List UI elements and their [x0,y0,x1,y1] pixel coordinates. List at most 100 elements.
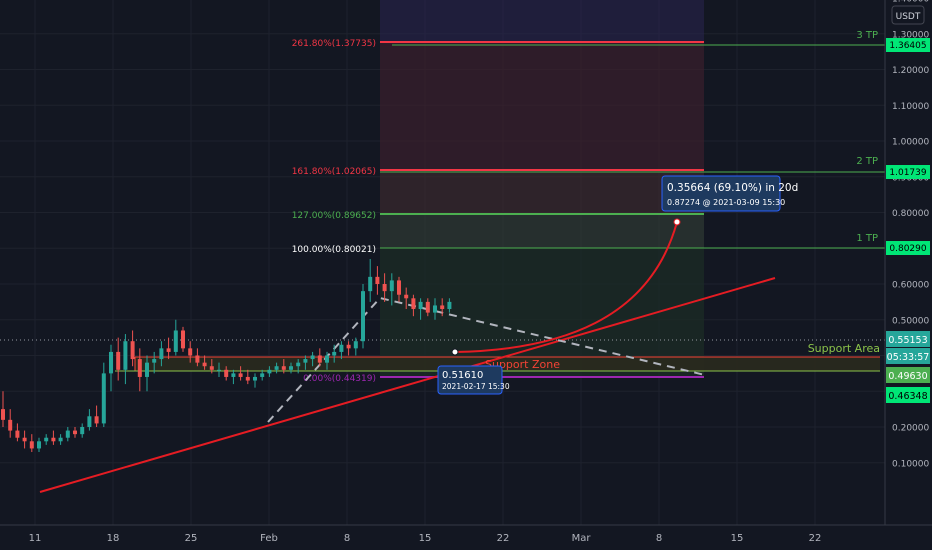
candle-body [137,359,142,377]
price-tick-label: 1.00000 [892,138,929,148]
candles [1,258,452,453]
candle-body [166,348,171,352]
candle-body [353,341,358,349]
support-area-label: Support Area [808,342,880,355]
low-price-tag [886,387,930,403]
candle-body [116,351,121,370]
start-tooltip-box [437,365,503,395]
candle-body [361,291,365,342]
time-tick-label: Mar [572,533,592,544]
tp-price-tags: 1.36405 1.01739 0.80290 [886,38,930,255]
candle-body [145,362,149,377]
candle-body [389,280,394,292]
tp2-price: 1.01739 [889,168,926,178]
tp3-label: 3 TP [856,30,878,41]
currency-button[interactable]: USDT [891,5,925,25]
countdown: 05:33:57 [887,352,930,363]
candle-body [29,441,34,449]
candle-body [238,373,243,377]
trend-lines [39,218,776,493]
fib-zone-green [380,214,704,248]
candle-body [253,376,257,381]
candle-body [260,373,265,377]
time-tick-label: 8 [656,533,662,544]
candle-body [94,416,99,424]
candle-body [224,369,229,377]
candle-body [123,341,128,370]
price-tick-label: 0.60000 [892,281,929,291]
candle-body [382,284,387,292]
fib-label-261: 261.80%(1.37735) [292,39,376,49]
support-price-tag [886,367,930,383]
candle-body [202,362,207,367]
time-axis-bg [0,525,932,550]
candle-body [80,427,85,435]
candle-body [447,301,452,310]
tp3-price-tag [886,38,930,52]
candle-body [109,351,113,374]
fib-zone-red [380,42,704,170]
candle-body [317,355,322,363]
projection-start-point [451,348,459,356]
price-axis-bg [885,0,932,525]
candle-body [418,301,423,310]
candle-body [303,359,308,363]
candle-body [346,344,351,349]
candle-body [281,366,286,370]
fib-label-0: 0.00%(0.44319) [303,374,376,384]
candle-body [274,366,279,370]
price-tick-label: 0.10000 [892,459,929,469]
time-axis-labels[interactable]: 11 18 25 Feb 8 15 22 Mar 8 15 22 [29,533,822,544]
price-tick-label: 1.20000 [892,66,929,76]
candle-body [325,355,329,363]
start-tooltip-date: 2021-02-17 15:30 [442,382,510,391]
candle-body [22,437,27,442]
price-tick-label: 1.10000 [892,102,929,112]
candle-body [15,430,20,438]
candle-body [332,351,337,356]
projection-tooltip-subtitle: 0.87274 @ 2021-03-09 15:30 [667,198,785,207]
fib-label-100: 100.00%(0.80021) [292,245,376,255]
candle-body [411,298,416,310]
fib-label-127: 127.00%(0.89652) [292,211,376,221]
price-axis[interactable] [884,0,932,525]
currency-button-label[interactable]: USDT [896,12,921,22]
price-tick-label: 0.80000 [892,209,929,219]
candle-body [188,348,193,356]
time-tick-label: 15 [731,533,744,544]
currency-button-box[interactable] [891,5,925,25]
projection-end-point [673,218,681,226]
fib-zone-base [380,248,704,378]
candle-body [44,437,49,442]
time-tick-label: 22 [809,533,822,544]
candle-body [231,373,236,377]
tp1-label: 1 TP [856,233,878,244]
take-profit-lines: 3 TP 2 TP 1 TP [380,30,885,249]
tp1-price-tag [886,241,930,255]
candle-body [245,376,250,381]
candle-body [404,294,409,299]
candle-body [209,366,214,370]
candle-body [152,359,157,363]
projection-tooltip-title: 0.35664 (69.10%) in 20d [667,182,798,194]
candle-body [425,301,430,313]
time-tick-label: 25 [185,533,198,544]
candle-body [101,373,106,424]
ascending-trendline [39,277,776,493]
candle-body [440,305,445,310]
candle-body [73,430,77,435]
fib-levels: 261.80%(1.37735) 161.80%(1.02065) 127.00… [292,39,704,384]
candle-body [8,419,13,431]
time-tick-label: 8 [344,533,350,544]
candle-body [87,416,92,427]
start-point-tooltip: 0.51610 2021-02-17 15:30 [437,365,510,395]
candle-body [217,369,221,371]
tp2-label: 2 TP [856,156,878,167]
tp1-price: 0.80290 [889,244,926,254]
tp3-price: 1.36405 [889,41,926,51]
candle-body [130,341,135,360]
time-tick-label: 18 [107,533,120,544]
candle-body [65,430,70,438]
support-zone-label: Support Zone [485,358,560,371]
